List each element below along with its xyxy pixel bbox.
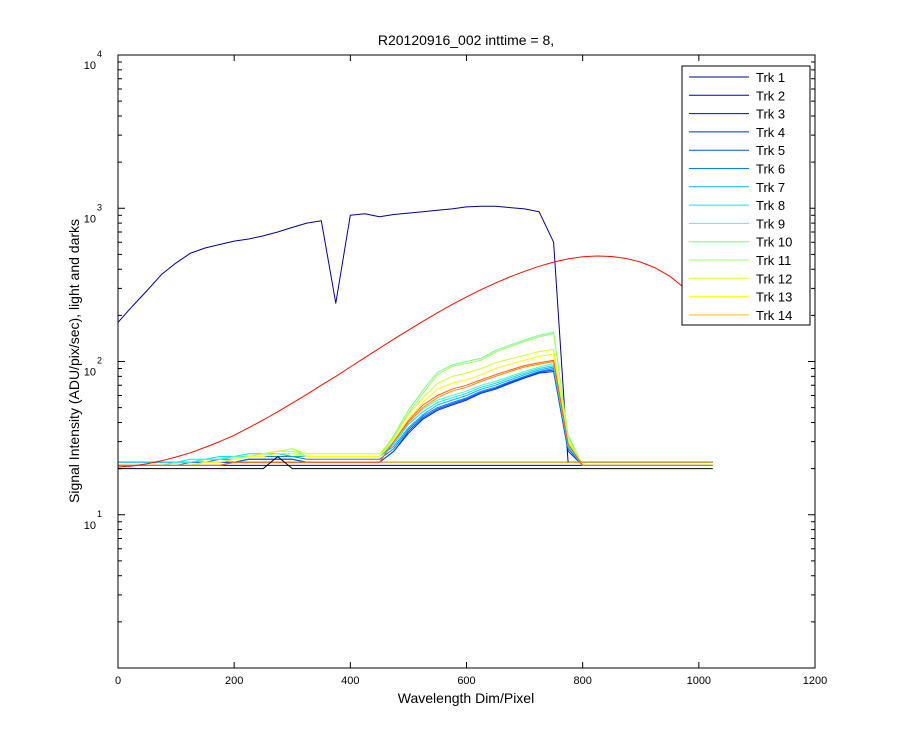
chart-title: R20120916_002 inttime = 8,	[378, 32, 554, 48]
legend-items: Trk 1 Trk 2 Trk 3 Trk 4 Trk 5 Trk 6 Trk 7 Trk 8…	[689, 70, 792, 323]
legend-box	[681, 65, 811, 326]
y-tick-exponent: 2	[97, 356, 102, 366]
x-tick-label: 1200	[803, 675, 827, 687]
x-tick-label: 800	[573, 675, 591, 687]
legend-label: Trk 1	[756, 70, 785, 85]
y-tick-label: 10	[84, 213, 96, 225]
legend-label: Trk 13	[756, 290, 792, 305]
y-tick-exponent: 4	[97, 49, 102, 59]
x-axis-label: Wavelength Dim/Pixel	[398, 690, 534, 706]
y-tick-label: 10	[84, 520, 96, 532]
y-tick-exponent: 3	[97, 202, 102, 212]
legend-label: Trk 5	[756, 143, 785, 158]
legend-label: Trk 9	[756, 216, 785, 231]
x-tick-label: 600	[457, 675, 475, 687]
y-tick-exponent: 1	[97, 509, 102, 519]
y-tick-label: 10	[84, 60, 96, 72]
series-layer	[117, 205, 714, 470]
legend-label: Trk 4	[756, 125, 785, 140]
x-tick-label: 200	[225, 675, 243, 687]
series-line-18	[118, 456, 713, 470]
x-tick-label: 1000	[687, 675, 711, 687]
series-line-17	[117, 255, 714, 468]
legend-label: Trk 7	[756, 180, 785, 195]
x-tick-label: 400	[341, 675, 359, 687]
y-tick-label: 10	[84, 367, 96, 379]
y-axis-label: Signal Intensity (ADU/pix/sec), light an…	[66, 219, 82, 503]
x-tick-label: 0	[115, 675, 121, 687]
legend-label: Trk 2	[756, 88, 785, 103]
legend: Trk 1 Trk 2 Trk 3 Trk 4 Trk 5 Trk 6 Trk 7 Trk 8…	[681, 65, 811, 326]
legend-label: Trk 6	[756, 162, 785, 177]
legend-label: Trk 14	[756, 308, 792, 323]
legend-label: Trk 10	[756, 235, 792, 250]
series-line-16	[118, 359, 713, 466]
legend-label: Trk 12	[756, 271, 792, 286]
legend-label: Trk 8	[756, 198, 785, 213]
legend-label: Trk 11	[756, 253, 791, 268]
legend-label: Trk 3	[756, 107, 785, 122]
